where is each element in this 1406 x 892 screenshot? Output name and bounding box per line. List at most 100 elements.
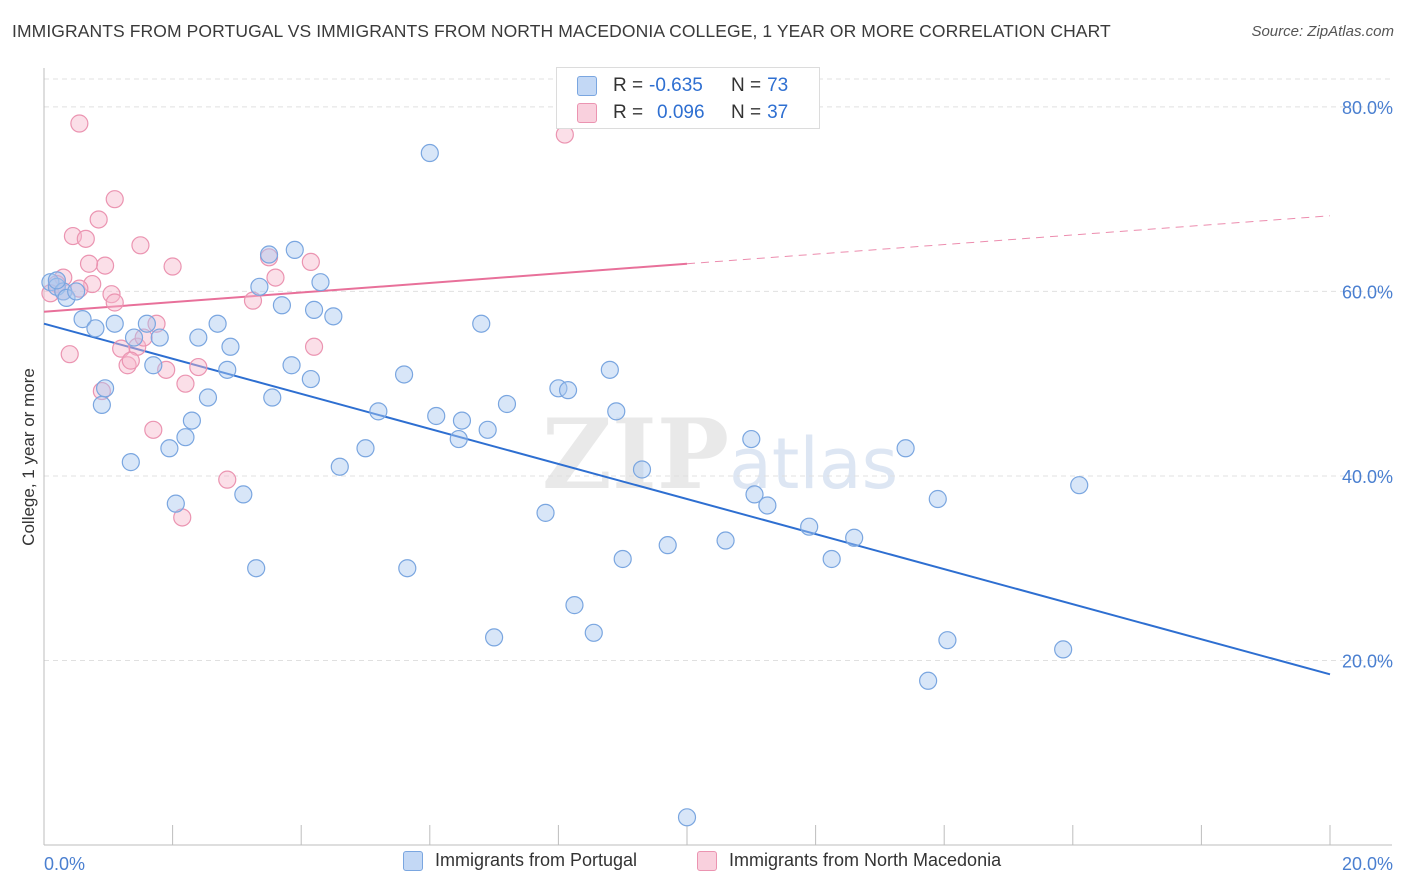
portugal-point xyxy=(584,623,603,642)
watermark-atlas: atlas xyxy=(729,423,898,505)
portugal-point xyxy=(449,429,468,449)
r-value: -0.635 xyxy=(649,75,703,96)
portugal-point xyxy=(677,808,697,827)
north-macedonia-trend-line xyxy=(43,262,688,313)
portugal-swatch xyxy=(577,76,597,96)
north-macedonia-point xyxy=(89,210,108,229)
portugal-point xyxy=(478,420,497,439)
portugal-point xyxy=(121,453,140,472)
portugal-point xyxy=(176,428,195,447)
portugal-point xyxy=(166,494,185,513)
axes xyxy=(43,68,1392,846)
x-tick-label: 20.0% xyxy=(1342,854,1393,874)
portugal-point xyxy=(1070,476,1089,495)
tick-labels: 20.0% 40.0% 60.0% 80.0% 0.0% 20.0% xyxy=(44,98,1393,874)
legend-item-portugal[interactable]: Immigrants from Portugal xyxy=(403,850,637,871)
north-macedonia-point xyxy=(60,345,79,364)
portugal-point xyxy=(95,379,115,398)
portugal-point xyxy=(745,485,764,504)
y-tick-label: 80.0% xyxy=(1342,98,1393,118)
portugal-point xyxy=(301,369,320,389)
portugal-point xyxy=(285,240,304,260)
north-macedonia-point xyxy=(266,268,285,287)
portugal-point xyxy=(282,356,301,375)
north-macedonia-point xyxy=(105,190,124,209)
portugal-point xyxy=(234,485,253,504)
portugal-point xyxy=(73,310,92,329)
source-label: Source: ZipAtlas.com xyxy=(1251,23,1394,40)
portugal-point xyxy=(160,439,179,458)
legend-item-north-macedonia[interactable]: Immigrants from North Macedonia xyxy=(697,850,1001,871)
y-tick-label: 20.0% xyxy=(1342,651,1393,671)
north-macedonia-point xyxy=(112,339,131,358)
n-label: N = xyxy=(731,75,762,96)
portugal-point xyxy=(182,411,201,430)
north-macedonia-point xyxy=(76,229,95,248)
portugal-point xyxy=(758,496,777,515)
portugal-point xyxy=(607,402,626,421)
y-tick-label: 60.0% xyxy=(1342,282,1393,302)
portugal-point xyxy=(613,549,632,569)
portugal-point xyxy=(324,307,343,326)
north-macedonia-point xyxy=(79,254,99,273)
north-macedonia-point xyxy=(92,381,111,401)
stats-row-portugal: R = -0.635 N = 73 xyxy=(577,73,788,99)
portugal-point xyxy=(150,328,169,347)
portugal-point xyxy=(137,314,156,333)
x-tick-label: 0.0% xyxy=(44,854,85,874)
n-value: 73 xyxy=(767,75,789,96)
watermark: ZIPatlas xyxy=(542,398,898,511)
grid-lines xyxy=(44,78,1392,661)
portugal-point xyxy=(427,406,446,426)
portugal-point xyxy=(938,631,957,650)
north-macedonia-swatch xyxy=(577,103,597,123)
portugal-point xyxy=(57,288,76,307)
north-macedonia-point xyxy=(144,420,163,439)
stats-legend: R = -0.635 N = 73 R = 0.096 N = 37 xyxy=(556,67,820,129)
portugal-point xyxy=(86,319,105,338)
portugal-point xyxy=(420,143,439,163)
portugal-point xyxy=(497,394,517,414)
portugal-point xyxy=(67,282,86,301)
portugal-point xyxy=(304,300,324,319)
north-macedonia-point xyxy=(105,293,124,312)
portugal-point xyxy=(845,528,864,547)
north-macedonia-point xyxy=(218,470,237,489)
legend-label-north-macedonia: Immigrants from North Macedonia xyxy=(729,850,1002,870)
portugal-point xyxy=(250,277,269,296)
portugal-point xyxy=(919,671,938,690)
north-macedonia-point xyxy=(147,314,166,333)
watermark-text: ZIPatlas xyxy=(542,398,898,511)
north-macedonia-point xyxy=(134,328,153,347)
portugal-point xyxy=(398,559,417,578)
watermark-zip: ZIP xyxy=(542,398,729,511)
portugal-point xyxy=(208,314,227,333)
portugal-point xyxy=(742,429,761,449)
y-tick-label: 40.0% xyxy=(1342,467,1393,487)
portugal-trend-line xyxy=(43,322,1331,676)
north-macedonia-point xyxy=(95,256,115,275)
series-north-macedonia-points xyxy=(41,114,574,527)
portugal-point xyxy=(92,395,111,415)
n-label: N = xyxy=(731,102,762,123)
north-macedonia-point xyxy=(121,351,140,370)
series-portugal-points xyxy=(41,143,1089,827)
y-axis-label: College, 1 year or more xyxy=(19,368,38,546)
portugal-point xyxy=(105,314,124,333)
trend-lines xyxy=(43,215,1331,676)
r-label: R = xyxy=(613,75,644,96)
portugal-point xyxy=(47,271,66,290)
north-macedonia-point xyxy=(131,236,150,255)
chart-title: IMMIGRANTS FROM PORTUGAL VS IMMIGRANTS F… xyxy=(12,21,1111,41)
r-label: R = xyxy=(613,102,644,123)
north-macedonia-point xyxy=(163,257,182,276)
portugal-point xyxy=(218,360,237,379)
north-macedonia-point xyxy=(176,374,195,393)
portugal-point xyxy=(472,314,491,333)
portugal-point xyxy=(198,388,218,407)
north-macedonia-point xyxy=(304,337,324,356)
stats-row-north-macedonia: R = 0.096 N = 37 xyxy=(577,100,788,126)
portugal-point xyxy=(263,388,282,407)
portugal-point xyxy=(330,457,349,476)
portugal-point xyxy=(716,531,735,550)
